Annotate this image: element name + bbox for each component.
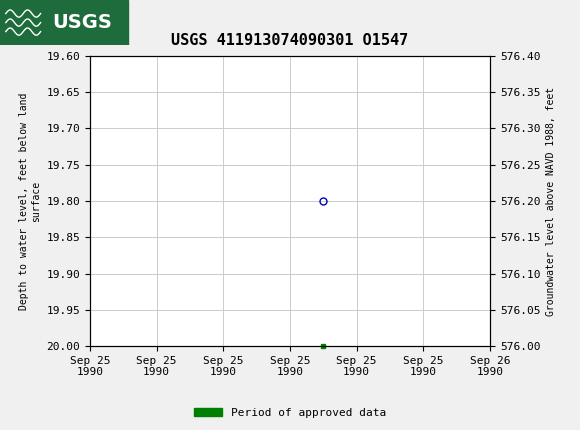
Legend: Period of approved data: Period of approved data: [190, 403, 390, 422]
Bar: [0, 0, 128, 45]
Title: USGS 411913074090301 O1547: USGS 411913074090301 O1547: [171, 33, 409, 48]
Y-axis label: Depth to water level, feet below land
surface: Depth to water level, feet below land su…: [19, 92, 41, 310]
Text: USGS: USGS: [52, 13, 112, 32]
Y-axis label: Groundwater level above NAVD 1988, feet: Groundwater level above NAVD 1988, feet: [546, 86, 556, 316]
